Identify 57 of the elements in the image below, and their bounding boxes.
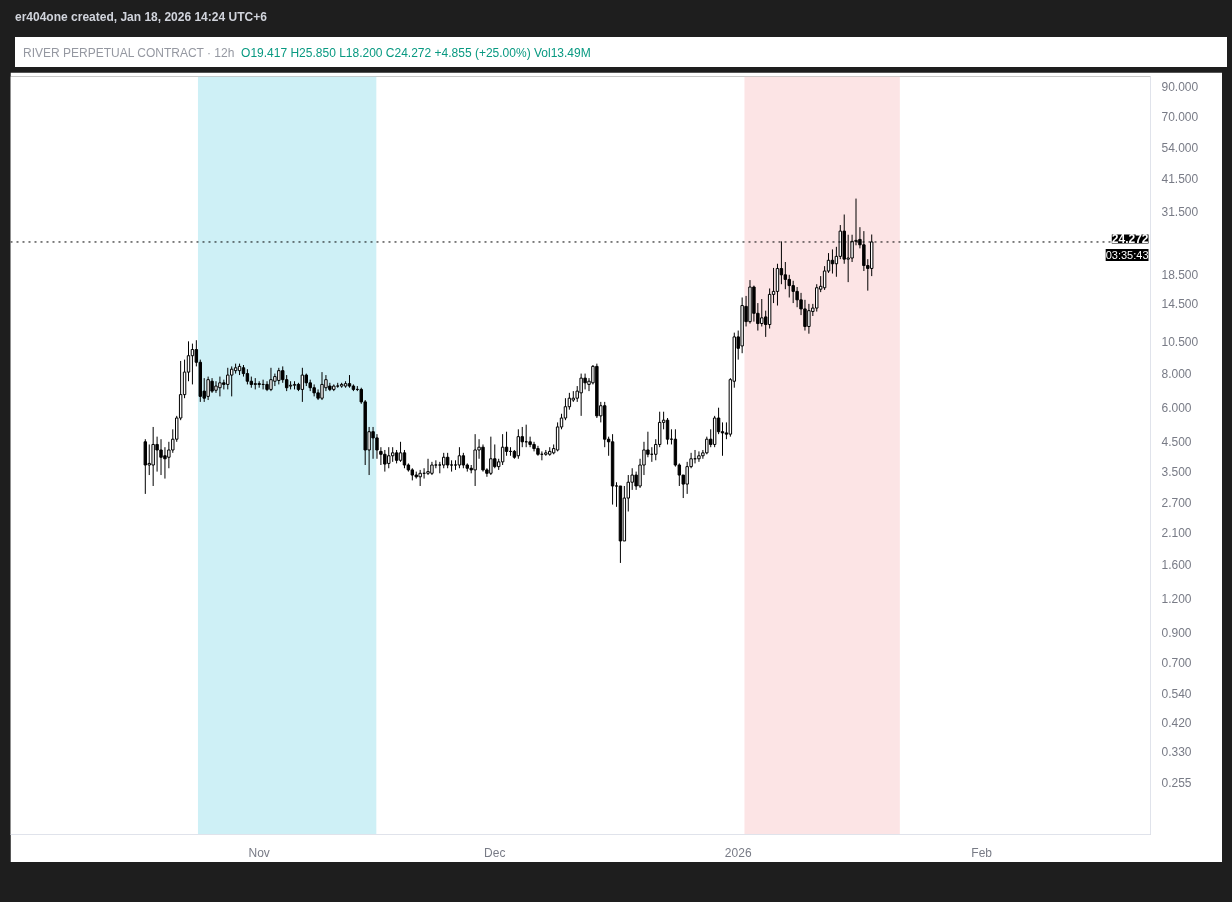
candlestick xyxy=(147,443,151,476)
y-tick-label: 8.000 xyxy=(1161,367,1192,382)
x-tick-label: Feb xyxy=(971,845,993,860)
y-tick-label: 0.700 xyxy=(1161,655,1192,670)
y-tick-label: 14.500 xyxy=(1161,296,1199,311)
candlestick xyxy=(269,367,273,392)
candlestick xyxy=(426,458,430,476)
y-tick-label: 1.600 xyxy=(1161,557,1192,572)
x-tick-label: 2026 xyxy=(724,845,752,860)
y-tick-label: 0.330 xyxy=(1161,745,1192,760)
candlestick xyxy=(155,436,159,473)
y-tick-label: 54.000 xyxy=(1161,140,1199,155)
y-tick-label: 0.540 xyxy=(1161,686,1192,701)
candlestick xyxy=(516,428,521,460)
y-tick-label: 6.000 xyxy=(1161,401,1192,416)
candlestick xyxy=(387,446,391,469)
candlestick xyxy=(760,298,764,327)
y-tick-label: 4.500 xyxy=(1161,435,1192,450)
y-tick-label: 90.000 xyxy=(1161,80,1199,95)
candlestick xyxy=(143,438,148,495)
y-tick-label: 3.500 xyxy=(1161,465,1192,480)
y-tick-label: 2.100 xyxy=(1161,525,1192,540)
candlestick xyxy=(579,373,583,417)
candlestick xyxy=(214,380,218,394)
candlestick xyxy=(555,421,560,452)
y-tick-label: 1.200 xyxy=(1161,592,1192,607)
candlestick xyxy=(159,438,163,476)
candlestick xyxy=(383,449,387,473)
y-tick-label: 2.700 xyxy=(1161,495,1192,510)
candlestick xyxy=(206,376,210,401)
y-tick-label: 10.500 xyxy=(1161,334,1199,349)
y-tick-label: 0.900 xyxy=(1161,626,1192,641)
y-tick-label: 31.500 xyxy=(1161,204,1199,219)
candlestick xyxy=(489,436,493,476)
candlestick xyxy=(371,426,375,460)
candlestick xyxy=(807,303,811,335)
candlestick xyxy=(697,450,701,463)
x-tick-label: Dec xyxy=(484,845,506,860)
y-tick-label: 18.500 xyxy=(1161,267,1199,282)
candlestick xyxy=(402,449,407,469)
candlestick xyxy=(218,376,222,397)
ref-line-label: 24.272 xyxy=(1111,232,1149,247)
chart-title: RIVER PERPETUAL CONTRACT · 12h xyxy=(23,46,235,60)
y-tick-label: 41.500 xyxy=(1161,171,1199,186)
text: O19.417 H25.850 L18.200 C24.272 +4.855 (+25.00%) Vol13.49M xyxy=(241,46,591,60)
y-tick-label: 0.255 xyxy=(1161,775,1192,790)
candlestick xyxy=(229,365,234,397)
y-tick-label: 0.420 xyxy=(1161,716,1192,731)
candlestick xyxy=(481,443,485,473)
y-tick-label: 70.000 xyxy=(1161,109,1199,124)
x-tick-label: Nov xyxy=(248,845,270,860)
candlestick xyxy=(320,371,324,401)
annotation: 03:35:43 xyxy=(1105,248,1149,261)
candlestick xyxy=(473,433,477,487)
candlestick xyxy=(583,373,587,390)
candlestick xyxy=(151,426,155,487)
text: er404one created, Jan 18, 2026 14:24 UTC+6 xyxy=(15,9,267,26)
